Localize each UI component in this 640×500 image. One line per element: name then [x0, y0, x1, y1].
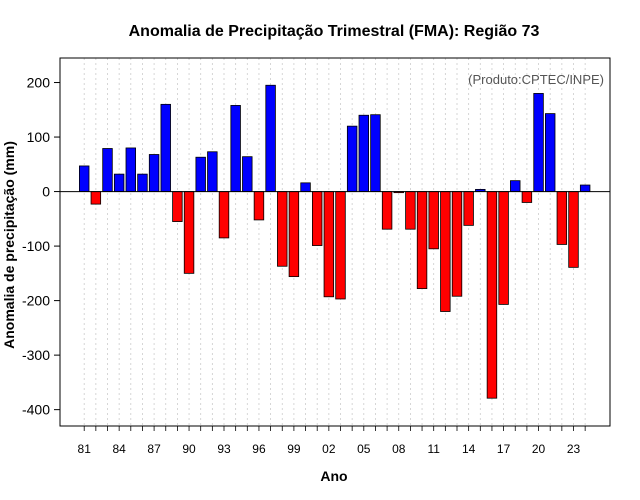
bar-1998	[277, 191, 288, 267]
x-tick-label: 81	[78, 442, 92, 456]
x-tick-label: 17	[497, 442, 511, 456]
bar-1994	[230, 105, 241, 192]
bar-2006	[370, 114, 381, 192]
y-tick-label: -100	[22, 238, 50, 254]
bar-2016	[486, 191, 498, 399]
x-tick-label: 20	[532, 442, 546, 456]
bar-2023	[568, 191, 579, 268]
bar-1995	[242, 156, 253, 192]
bar-1990	[183, 191, 195, 274]
y-tick-label: 0	[42, 184, 50, 200]
x-tick-label: 02	[322, 442, 336, 456]
x-tick-label: 05	[357, 442, 371, 456]
bar-1991	[195, 156, 206, 192]
x-tick-label: 11	[427, 442, 440, 456]
bar-2010	[416, 191, 428, 290]
bar-2013	[451, 191, 463, 297]
bar-2001	[311, 191, 323, 246]
bar-2022	[556, 191, 568, 245]
bar-1989	[172, 191, 183, 222]
x-tick-label: 87	[147, 442, 161, 456]
bar-1992	[207, 151, 218, 192]
y-tick-label: -300	[22, 347, 50, 363]
bar-2002	[323, 191, 335, 298]
y-tick-label: -200	[22, 293, 50, 309]
y-axis-label: Anomalia de precipitação (mm)	[1, 141, 17, 349]
bar-1996	[253, 191, 265, 221]
bar-2021	[545, 113, 556, 192]
bar-2018	[510, 180, 521, 192]
bar-1983	[102, 148, 113, 192]
bar-2011	[428, 191, 439, 250]
bar-2014	[463, 191, 474, 226]
bar-2009	[405, 191, 416, 230]
bar-2020	[533, 93, 544, 192]
bar-2019	[521, 191, 533, 203]
chart-title: Anomalia de Precipitação Trimestral (FMA…	[129, 23, 540, 40]
bar-2012	[440, 191, 451, 312]
bar-2024	[579, 184, 591, 192]
x-tick-label: 23	[567, 442, 581, 456]
bar-2004	[346, 125, 358, 192]
bar-1997	[265, 84, 276, 192]
x-tick-label: 93	[217, 442, 231, 456]
bar-2000	[300, 182, 311, 192]
x-tick-label: 90	[182, 442, 196, 456]
bar-2003	[335, 191, 346, 300]
x-axis: 81 84 87 90 93 96 99 02 05 08 11 14 17 20 23	[78, 426, 586, 456]
bar-1982	[90, 191, 102, 205]
bar-1986	[137, 173, 148, 192]
x-tick-label: 08	[392, 442, 406, 456]
bars	[79, 84, 591, 399]
bar-1993	[218, 191, 230, 239]
plot-frame	[59, 57, 611, 427]
bar-1999	[288, 191, 300, 278]
y-tick-label: 100	[27, 129, 51, 145]
bar-1988	[160, 103, 171, 192]
bar-1984	[113, 173, 125, 192]
x-tick-label: 96	[252, 442, 266, 456]
x-axis-label: Ano	[320, 468, 347, 484]
y-tick-label: 200	[27, 75, 51, 91]
bar-1981	[79, 165, 90, 192]
y-axis: 200 100 0 -100 -200 -300 -400	[22, 75, 60, 418]
source-note: (Produto:CPTEC/INPE)	[468, 72, 604, 87]
x-tick-label: 14	[462, 442, 476, 456]
bar-2005	[358, 114, 370, 192]
y-tick-label: -400	[22, 402, 50, 418]
x-tick-label: 99	[287, 442, 301, 456]
x-tick-label: 84	[112, 442, 126, 456]
bar-2017	[498, 191, 509, 305]
bar-2007	[381, 191, 393, 230]
bar-1985	[125, 147, 137, 192]
bar-1987	[148, 154, 160, 192]
